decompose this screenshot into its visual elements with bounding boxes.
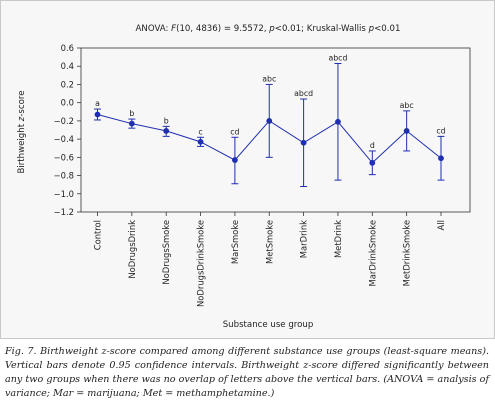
x-tick-label: NoDrugsDrinkSmoke [196,220,206,307]
y-tick-label: −1.0 [54,189,74,199]
chart-title: ANOVA: F(10, 4836) = 9.5572, p<0.01; Kru… [136,24,401,34]
group-letter-label: d [370,141,375,150]
y-axis: 0.6 0.4 0.2 0.0 −0.2 −0.4 −0.6 −0.8 −1.0 −1.2 [54,43,81,217]
group-letter-label: abcd [294,89,313,98]
y-tick-label: 0.6 [61,43,74,53]
x-tick-label: Control [93,220,103,250]
group-letter-label: a [95,99,100,108]
mean-point [438,155,444,162]
x-tick-label: MetDrinkSmoke [402,220,412,286]
y-tick-label: 0.0 [61,98,74,108]
mean-point [128,120,135,127]
group-letter-label: b [164,116,169,125]
x-axis: Control NoDrugsDrink NoDrugsSmoke NoDrugsDr… [93,212,446,307]
group-letter-label: abc [262,74,276,83]
mean-point [163,128,170,134]
mean-point [197,138,204,145]
y-tick-label: −0.8 [54,171,74,181]
x-tick-label: MetSmoke [264,220,274,264]
mean-point [403,128,410,134]
y-tick-label: −0.4 [54,134,74,144]
y-tick-label: 0.4 [61,61,74,71]
x-tick-label: NoDrugsSmoke [161,220,171,285]
group-letter-label: abc [400,101,414,110]
mean-point [94,111,101,118]
y-tick-label: −1.2 [54,207,74,217]
group-letter-label: c [198,127,202,136]
group-letter-label: cd [230,127,239,136]
data-series: a b b c cd abc abcd abcd d abc cd [94,53,446,187]
x-tick-label: MarDrink [299,220,309,258]
group-letter-label: cd [436,126,445,135]
chart: ANOVA: F(10, 4836) = 9.5572, p<0.01; Kru… [17,24,471,330]
mean-point [266,117,273,124]
mean-point [369,159,376,166]
x-tick-label: MetDrink [333,220,343,258]
x-tick-label: MarSmoke [230,220,240,264]
chart-frame [0,0,495,339]
x-tick-label: NoDrugsDrink [127,220,137,279]
x-tick-label: All [436,220,446,230]
y-tick-label: 0.2 [61,79,74,89]
y-axis-label: Birthweight z-score [17,90,27,173]
mean-point [300,139,307,146]
group-letter-label: b [129,109,134,118]
x-axis-label: Substance use group [223,320,314,330]
group-letter-label: abcd [328,53,347,62]
y-tick-label: −0.2 [54,116,74,126]
figure-caption: Fig. 7. Birthweight z-score compared amo… [5,346,489,399]
x-tick-label: MarDrinkSmoke [367,220,377,286]
mean-point [232,157,238,163]
mean-point [335,118,341,125]
plot-area [80,47,471,213]
y-tick-label: −0.6 [54,152,74,162]
